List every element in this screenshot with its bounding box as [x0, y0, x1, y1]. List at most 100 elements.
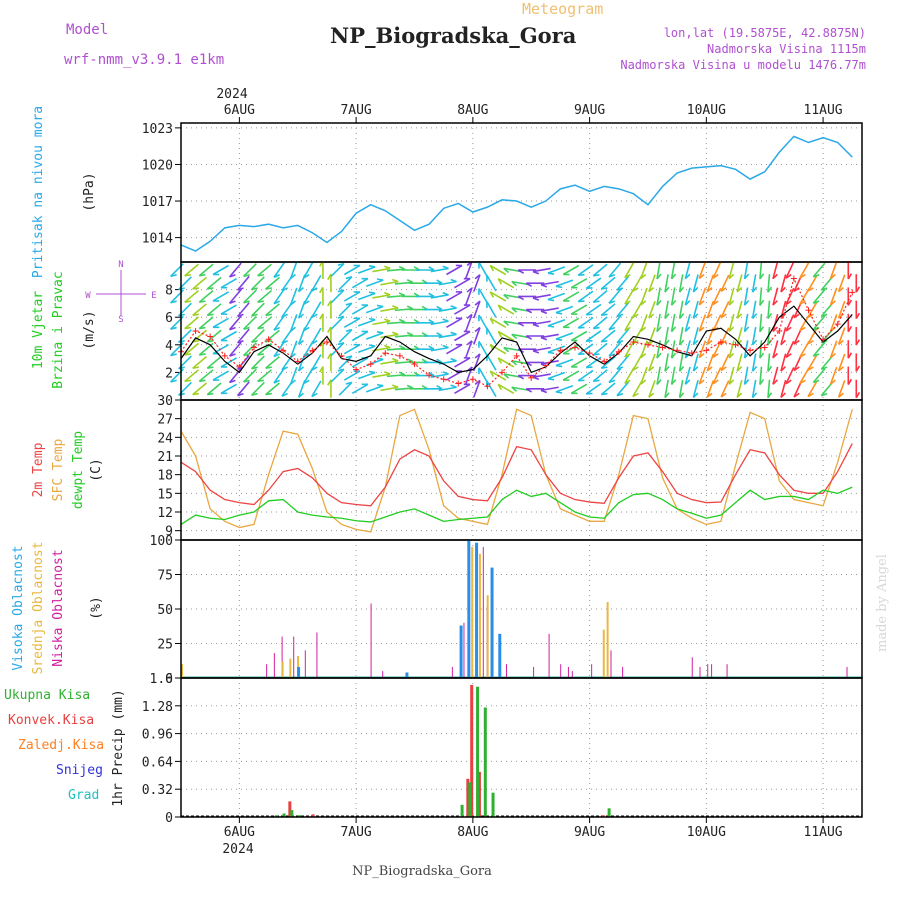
- wind-arrow-head: [706, 313, 713, 319]
- day-label-top: 7AUG: [340, 103, 371, 118]
- wind-arrow: [289, 314, 298, 332]
- precip-bar-convective: [311, 814, 315, 817]
- wind-arrow-head: [728, 352, 735, 359]
- wind-arrow: [678, 300, 684, 319]
- wind-arrow-head: [428, 318, 435, 324]
- wind-arrow-head: [436, 358, 443, 364]
- wind-arrow: [767, 353, 771, 372]
- wind-arrow-head: [736, 366, 743, 372]
- wind-arrow-head: [243, 300, 250, 304]
- wind-arrow: [265, 329, 280, 343]
- footer-title: NP_Biogradska_Gora: [352, 864, 492, 879]
- wind-arrow-head: [199, 326, 206, 330]
- wind-arrow: [670, 287, 676, 306]
- wind-arrow-head: [736, 392, 743, 399]
- wind-arrow: [743, 287, 749, 306]
- cloud-bar-low: [560, 664, 562, 678]
- wind-arrow-head: [450, 305, 457, 309]
- wind-arrow-head: [503, 267, 510, 274]
- cloud-label-mid: Srednja Oblacnost: [31, 541, 46, 674]
- wind-arrow-head: [759, 299, 765, 306]
- wind-gust-marker: [426, 372, 433, 379]
- wind-arrow: [656, 366, 661, 385]
- wind-arrow-head: [855, 365, 861, 372]
- wind-arrow-head: [640, 379, 647, 385]
- wind-arrow-head: [578, 379, 585, 382]
- wind-arrow-head: [450, 384, 457, 388]
- wind-arrow-head: [327, 352, 332, 360]
- pressure-unit: (hPa): [82, 172, 97, 211]
- cloud-bar-low: [273, 653, 275, 678]
- wind-gust-marker: [703, 347, 710, 354]
- wind-arrow: [807, 380, 818, 397]
- wind-gust-marker: [499, 369, 506, 376]
- frame-precipitation: [180, 677, 863, 818]
- wind-arrow-head: [398, 265, 406, 270]
- wind-arrow-head: [547, 325, 555, 328]
- wind-arrow-head: [736, 313, 743, 319]
- wind-arrow-head: [525, 388, 533, 393]
- wind-gust-marker: [528, 374, 535, 381]
- wind-arrow: [751, 326, 757, 346]
- cloud-label-low: Niska Oblacnost: [51, 549, 66, 666]
- wind-arrow: [829, 261, 838, 279]
- wind-arrow: [478, 261, 489, 279]
- cloud-bar-low: [506, 664, 508, 678]
- wind-arrow-head: [337, 342, 345, 346]
- wind-arrow-head: [184, 300, 191, 303]
- wind-arrow-head: [392, 357, 399, 362]
- wind-arrow: [678, 274, 684, 293]
- wind-arrow-head: [503, 294, 510, 300]
- wind-arrow: [829, 287, 838, 306]
- wind-arrow-head: [772, 300, 778, 306]
- wind-gust-marker: [294, 358, 301, 365]
- wind-arrow-head: [525, 282, 533, 288]
- wind-arrow-head: [608, 326, 616, 331]
- wind-arrow-head: [813, 379, 820, 384]
- wind-arrow-head: [540, 389, 548, 394]
- wind-arrow: [289, 340, 298, 358]
- wind-arrow: [243, 289, 257, 304]
- wind-arrow: [465, 314, 473, 332]
- wind-arrow-head: [251, 392, 258, 396]
- wind-arrow: [600, 276, 616, 290]
- wind-arrow: [220, 357, 237, 368]
- wind-gust-marker: [688, 350, 695, 357]
- wind-arrow-head: [670, 273, 677, 280]
- wind-arrow-head: [229, 353, 236, 357]
- wind-compass-icon: N S W E: [85, 260, 156, 325]
- wind-arrow-head: [601, 339, 608, 343]
- wind-arrow-head: [192, 339, 199, 343]
- wind-arrow-head: [474, 300, 481, 306]
- wind-arrow: [772, 313, 779, 332]
- ytick-label-temperature-5: 24: [157, 431, 173, 446]
- wind-arrow-head: [759, 273, 765, 280]
- wind-arrow-head: [229, 300, 236, 305]
- wind-arrow: [251, 302, 265, 317]
- wind-arrow-head: [345, 276, 353, 280]
- wind-arrow-head: [251, 339, 258, 344]
- wind-arrow-head: [428, 292, 435, 298]
- wind-arrow-head: [517, 269, 525, 274]
- wind-arrow: [829, 340, 838, 358]
- precip-bar-convective: [288, 801, 292, 817]
- wind-arrow: [648, 327, 656, 345]
- wind-arrow: [357, 318, 376, 327]
- cloud-bar-low: [281, 636, 283, 678]
- precip-label-hail: Grad: [68, 788, 99, 803]
- ytick-label-pressure-3: 1023: [142, 122, 173, 137]
- wind-arrow: [684, 340, 691, 359]
- elevation-label: Nadmorska Visina 1115m: [707, 42, 866, 56]
- wind-arrow: [624, 261, 635, 279]
- wind-arrow-head: [830, 353, 836, 359]
- panel-wind: 2 4 6 8: [165, 260, 863, 401]
- wind-arrow-head: [751, 313, 758, 319]
- sfc-temp-line: [180, 408, 853, 533]
- wind-arrow-head: [678, 365, 685, 372]
- wind-arrow: [570, 357, 588, 368]
- wind-arrow-head: [785, 326, 792, 332]
- day-label-bottom: 11AUG: [804, 825, 843, 840]
- wind-arrow-head: [327, 273, 332, 281]
- wind-arrow: [608, 288, 622, 304]
- wind-arrow: [592, 290, 608, 303]
